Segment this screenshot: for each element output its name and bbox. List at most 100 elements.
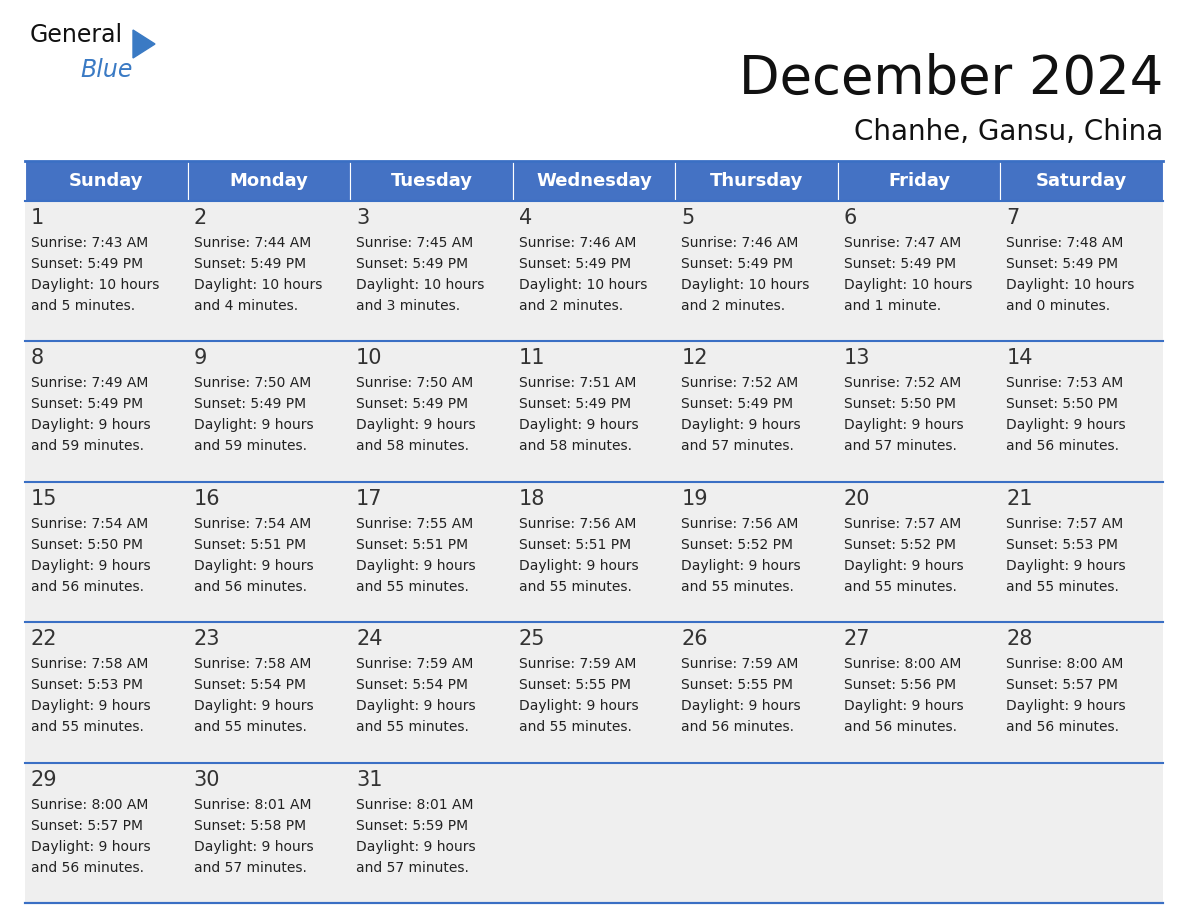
Bar [350,482,513,622]
Text: Sunrise: 7:59 AM: Sunrise: 7:59 AM [519,657,636,671]
Text: Sunset: 5:49 PM: Sunset: 5:49 PM [843,257,956,271]
Text: Daylight: 9 hours: Daylight: 9 hours [1006,700,1126,713]
Text: Sunset: 5:55 PM: Sunset: 5:55 PM [519,678,631,692]
Text: 21: 21 [1006,488,1032,509]
Text: Sunrise: 7:50 AM: Sunrise: 7:50 AM [356,376,473,390]
Text: 19: 19 [681,488,708,509]
Bar [675,763,838,903]
Text: Saturday: Saturday [1036,172,1127,190]
Text: Sunrise: 7:59 AM: Sunrise: 7:59 AM [681,657,798,671]
Text: and 55 minutes.: and 55 minutes. [194,721,307,734]
Text: and 5 minutes.: and 5 minutes. [31,299,135,313]
Text: Sunrise: 7:59 AM: Sunrise: 7:59 AM [356,657,474,671]
Text: 18: 18 [519,488,545,509]
Bar [513,622,675,763]
Text: Sunset: 5:51 PM: Sunset: 5:51 PM [356,538,468,552]
Bar [675,622,838,763]
Text: General: General [30,23,124,47]
Text: Sunset: 5:57 PM: Sunset: 5:57 PM [31,819,143,833]
Bar [25,341,188,482]
Text: 26: 26 [681,629,708,649]
Text: Sunset: 5:49 PM: Sunset: 5:49 PM [356,257,468,271]
Text: Daylight: 10 hours: Daylight: 10 hours [519,278,647,292]
Text: 9: 9 [194,349,207,368]
Bar [838,341,1000,482]
Bar [675,341,838,482]
Text: Tuesday: Tuesday [391,172,473,190]
Text: 7: 7 [1006,208,1019,228]
Text: Blue: Blue [80,58,132,82]
Text: Wednesday: Wednesday [536,172,652,190]
Bar [25,482,188,622]
Bar [838,763,1000,903]
Text: Sunrise: 7:56 AM: Sunrise: 7:56 AM [519,517,636,531]
Text: Sunrise: 7:56 AM: Sunrise: 7:56 AM [681,517,798,531]
Text: Sunset: 5:49 PM: Sunset: 5:49 PM [519,397,631,411]
Text: Sunrise: 7:54 AM: Sunrise: 7:54 AM [31,517,148,531]
Text: Sunset: 5:49 PM: Sunset: 5:49 PM [1006,257,1119,271]
Text: 16: 16 [194,488,220,509]
Bar [188,161,350,201]
Text: and 57 minutes.: and 57 minutes. [356,860,469,875]
Bar [25,763,188,903]
Bar [188,622,350,763]
Text: and 59 minutes.: and 59 minutes. [194,440,307,453]
Bar [838,482,1000,622]
Text: and 1 minute.: and 1 minute. [843,299,941,313]
Bar [25,622,188,763]
Text: 8: 8 [31,349,44,368]
Polygon shape [133,30,154,58]
Text: 3: 3 [356,208,369,228]
Text: Sunrise: 7:58 AM: Sunrise: 7:58 AM [194,657,311,671]
Text: Daylight: 9 hours: Daylight: 9 hours [194,419,314,432]
Text: Sunrise: 7:45 AM: Sunrise: 7:45 AM [356,236,473,250]
Bar [675,482,838,622]
Text: Sunrise: 7:55 AM: Sunrise: 7:55 AM [356,517,473,531]
Text: and 55 minutes.: and 55 minutes. [356,721,469,734]
Bar [513,763,675,903]
Text: Chanhe, Gansu, China: Chanhe, Gansu, China [854,118,1163,146]
Text: Sunrise: 8:01 AM: Sunrise: 8:01 AM [194,798,311,812]
Text: 20: 20 [843,488,871,509]
Text: and 56 minutes.: and 56 minutes. [194,580,307,594]
Text: and 56 minutes.: and 56 minutes. [31,860,144,875]
Text: 14: 14 [1006,349,1032,368]
Text: Daylight: 9 hours: Daylight: 9 hours [356,559,475,573]
Text: Sunset: 5:52 PM: Sunset: 5:52 PM [681,538,794,552]
Text: and 58 minutes.: and 58 minutes. [356,440,469,453]
Bar [838,161,1000,201]
Text: Sunrise: 7:47 AM: Sunrise: 7:47 AM [843,236,961,250]
Text: 25: 25 [519,629,545,649]
Text: Sunrise: 7:48 AM: Sunrise: 7:48 AM [1006,236,1124,250]
Text: and 0 minutes.: and 0 minutes. [1006,299,1111,313]
Text: Thursday: Thursday [710,172,803,190]
Bar [1000,482,1163,622]
Bar [350,341,513,482]
Bar [350,161,513,201]
Text: 23: 23 [194,629,220,649]
Text: Sunset: 5:54 PM: Sunset: 5:54 PM [356,678,468,692]
Text: 13: 13 [843,349,871,368]
Text: and 55 minutes.: and 55 minutes. [1006,580,1119,594]
Text: 28: 28 [1006,629,1032,649]
Text: Sunset: 5:49 PM: Sunset: 5:49 PM [681,257,794,271]
Text: Daylight: 9 hours: Daylight: 9 hours [519,419,638,432]
Text: Sunset: 5:52 PM: Sunset: 5:52 PM [843,538,956,552]
Text: Daylight: 9 hours: Daylight: 9 hours [31,700,151,713]
Text: and 55 minutes.: and 55 minutes. [843,580,956,594]
Text: Sunrise: 7:52 AM: Sunrise: 7:52 AM [681,376,798,390]
Text: Sunset: 5:50 PM: Sunset: 5:50 PM [843,397,956,411]
Bar [513,161,675,201]
Text: 10: 10 [356,349,383,368]
Text: Sunset: 5:49 PM: Sunset: 5:49 PM [681,397,794,411]
Bar [25,201,188,341]
Text: Daylight: 9 hours: Daylight: 9 hours [519,559,638,573]
Text: Sunrise: 7:44 AM: Sunrise: 7:44 AM [194,236,311,250]
Text: and 55 minutes.: and 55 minutes. [31,721,144,734]
Bar [188,341,350,482]
Bar [350,622,513,763]
Text: and 55 minutes.: and 55 minutes. [519,721,632,734]
Text: December 2024: December 2024 [739,53,1163,105]
Text: and 56 minutes.: and 56 minutes. [1006,721,1119,734]
Text: Sunrise: 7:43 AM: Sunrise: 7:43 AM [31,236,148,250]
